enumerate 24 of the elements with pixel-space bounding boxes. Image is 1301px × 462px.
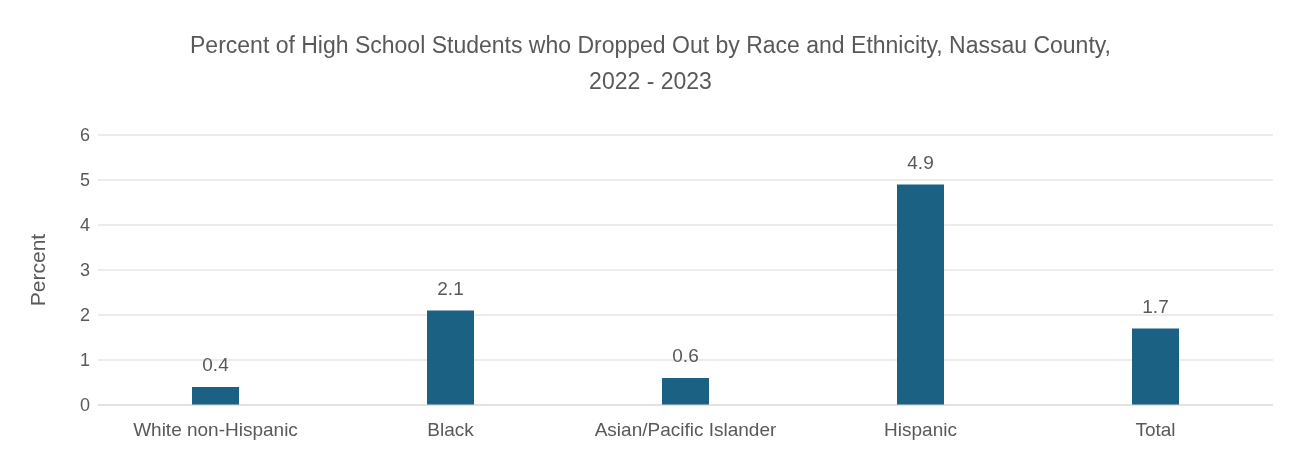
data-label: 4.9	[907, 151, 934, 173]
x-tick-label: Black	[427, 419, 475, 441]
bar	[897, 184, 944, 405]
data-label: 1.7	[1142, 295, 1169, 317]
y-tick-label: 0	[79, 395, 90, 416]
chart-title: Percent of High School Students who Dropped Out by Race and Ethnicity, Nassau County, 2022 - 2023	[189, 31, 1112, 96]
bar	[192, 387, 239, 405]
bar	[1132, 328, 1179, 405]
bar	[427, 310, 474, 405]
y-tick-label: 2	[79, 305, 90, 326]
y-tick-label: 6	[79, 125, 90, 146]
y-tick-label: 5	[79, 170, 90, 191]
bar	[662, 378, 709, 405]
x-tick-label: Asian/Pacific Islander	[594, 419, 777, 441]
data-label: 0.4	[202, 354, 230, 375]
y-tick-label: 4	[79, 215, 90, 236]
x-tick-label: Hispanic	[884, 419, 957, 441]
x-tick-label: Total	[1135, 419, 1176, 441]
data-label: 0.6	[672, 345, 699, 366]
x-tick-label: White non-Hispanic	[133, 419, 298, 441]
y-tick-label: 3	[79, 260, 90, 281]
data-label: 2.1	[437, 277, 464, 299]
y-tick-label: 1	[79, 350, 90, 371]
y-axis-title: Percent	[26, 233, 50, 307]
